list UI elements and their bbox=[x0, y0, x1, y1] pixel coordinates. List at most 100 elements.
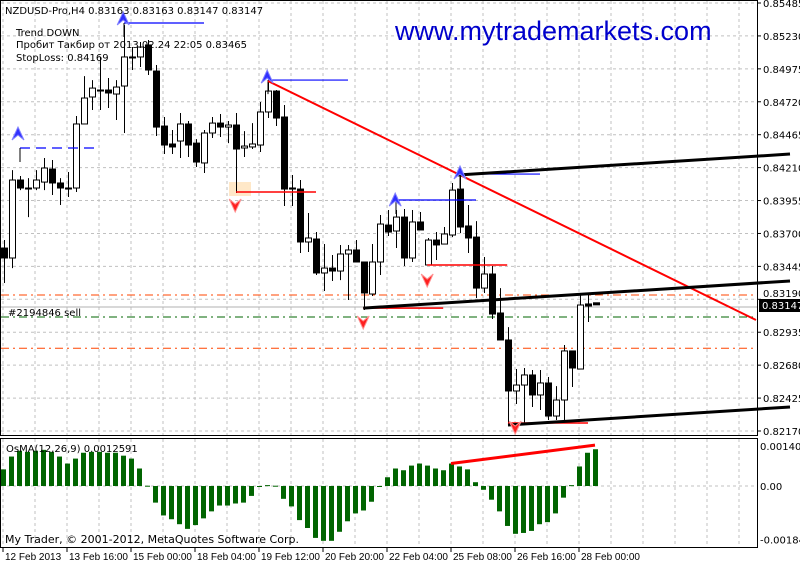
divergence-line bbox=[450, 443, 596, 466]
arrow-down-icon bbox=[228, 198, 242, 214]
candle-bear bbox=[17, 179, 24, 189]
osma-bar bbox=[169, 486, 174, 520]
candle-bull bbox=[425, 239, 432, 266]
current-price-marker: 0.83147 bbox=[759, 299, 800, 312]
candle-bull bbox=[81, 97, 88, 125]
time-tick-label: 12 Feb 2013 bbox=[5, 552, 62, 563]
arrow-up-icon bbox=[11, 125, 25, 141]
candle-bull bbox=[73, 123, 80, 189]
osma-bar bbox=[577, 466, 582, 486]
candles bbox=[1, 25, 600, 426]
candle-bull bbox=[321, 267, 328, 274]
osma-bar bbox=[481, 486, 486, 490]
osma-bar bbox=[433, 468, 438, 486]
osma-bar bbox=[145, 485, 150, 487]
arrow-up-icon bbox=[388, 191, 402, 207]
info-breakout: Пробит Такбир от 2013.02.24 22:05 0.8346… bbox=[16, 40, 247, 51]
osma-bar bbox=[497, 486, 502, 512]
osma-bar bbox=[513, 486, 518, 534]
osma-bar bbox=[297, 486, 302, 521]
candle-bull bbox=[577, 304, 584, 370]
osma-bar bbox=[185, 486, 190, 529]
arrow-down-icon bbox=[508, 420, 522, 436]
time-axis[interactable]: 12 Feb 2013 13 Feb 16:00 15 Feb 00:00 18 Fe… bbox=[2, 548, 640, 563]
osma-bar bbox=[377, 486, 382, 487]
osma-bar bbox=[537, 486, 542, 525]
candle-bear bbox=[313, 238, 320, 274]
price-tick-label: 0.83445 bbox=[763, 262, 800, 273]
current-price-label: 0.83147 bbox=[762, 301, 800, 312]
candle-bull bbox=[9, 179, 16, 259]
osma-bar bbox=[425, 465, 430, 486]
candle-bull bbox=[441, 233, 448, 245]
osma-bar bbox=[137, 468, 142, 486]
time-tick-label: 15 Feb 00:00 bbox=[133, 552, 192, 563]
price-tick-label: 0.82935 bbox=[763, 328, 800, 339]
arrow-up-icon bbox=[116, 10, 130, 26]
osma-bar bbox=[177, 486, 182, 525]
osma-bar bbox=[161, 486, 166, 516]
highlight-box bbox=[229, 182, 251, 196]
osma-bar bbox=[273, 485, 278, 487]
time-tick-label: 22 Feb 04:00 bbox=[389, 552, 448, 563]
order-label[interactable]: #2194846 sell bbox=[8, 308, 81, 319]
candle-bear bbox=[569, 350, 576, 369]
arrow-up-icon bbox=[260, 68, 274, 84]
time-tick-label: 26 Feb 16:00 bbox=[517, 552, 576, 563]
osma-bar bbox=[49, 451, 54, 486]
osma-bar bbox=[225, 486, 230, 506]
candle-bear bbox=[329, 267, 336, 272]
candle-bear bbox=[545, 382, 552, 417]
candle-bear bbox=[185, 123, 192, 146]
channel-line bbox=[507, 405, 791, 427]
candle-bear bbox=[145, 44, 152, 71]
osma-bar bbox=[449, 463, 454, 486]
osma-bar bbox=[393, 468, 398, 486]
main-window-frame bbox=[0, 0, 758, 436]
candle-bear bbox=[289, 187, 296, 190]
copyright: My Trader, © 2001-2012, MetaQuotes Softw… bbox=[5, 533, 299, 546]
osma-bar bbox=[593, 449, 598, 486]
osma-bar bbox=[409, 465, 414, 486]
candle-bull bbox=[241, 145, 248, 149]
osma-bar bbox=[329, 486, 334, 541]
osma-bar bbox=[249, 486, 254, 496]
osma-bar bbox=[65, 463, 70, 486]
time-tick-label: 25 Feb 08:00 bbox=[453, 552, 512, 563]
candle-bull bbox=[537, 382, 544, 396]
candle-bull bbox=[33, 179, 40, 189]
price-tick-label: 0.82425 bbox=[763, 394, 800, 405]
osma-bar bbox=[569, 485, 574, 487]
candle-bull bbox=[561, 350, 568, 401]
osma-bar bbox=[361, 486, 366, 511]
candle-bear bbox=[361, 261, 368, 294]
arrow-down-icon bbox=[356, 315, 370, 331]
osma-bar bbox=[417, 463, 422, 486]
candle-bear bbox=[97, 89, 104, 92]
candle-bull bbox=[393, 216, 400, 232]
osma-bar bbox=[113, 452, 118, 486]
candle-bull bbox=[113, 86, 120, 95]
osma-bar bbox=[1, 469, 6, 486]
osma-bar bbox=[33, 450, 38, 486]
candle-bear bbox=[489, 273, 496, 315]
candle-bear bbox=[217, 122, 224, 128]
time-tick-label: 13 Feb 16:00 bbox=[69, 552, 128, 563]
osma-histogram bbox=[1, 443, 598, 541]
chart-objects[interactable] bbox=[11, 10, 791, 436]
candle-bull bbox=[209, 122, 216, 134]
osma-bar bbox=[265, 485, 270, 487]
osma-bar bbox=[505, 486, 510, 526]
candle-bull bbox=[377, 223, 384, 263]
osma-bar bbox=[217, 486, 222, 506]
osma-bar bbox=[345, 486, 350, 522]
osma-label: OsMA(12,26,9) 0.0012591 bbox=[6, 444, 138, 455]
osma-tick-label: -0.00184 bbox=[760, 536, 800, 547]
osma-bar bbox=[9, 456, 14, 486]
osma-bar bbox=[305, 486, 310, 528]
